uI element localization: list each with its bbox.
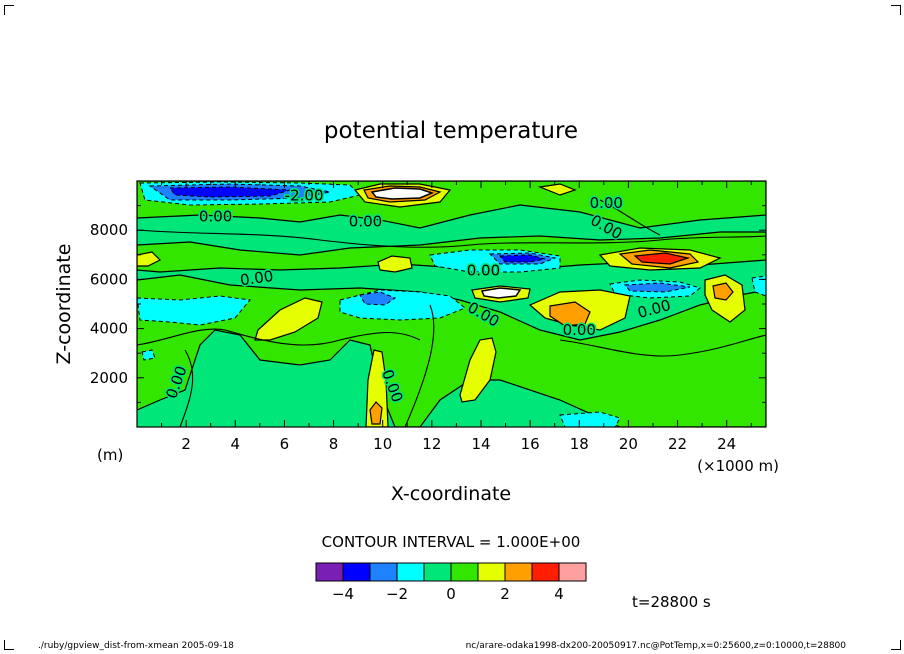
colorbar-tick-label: 0 [446, 585, 456, 603]
frame-corner-bottom-left [4, 640, 14, 650]
contour-region-pos-4 [633, 252, 691, 265]
frame-corner-top-right [891, 5, 901, 15]
contour-region-neg-1 [559, 411, 621, 427]
chart-title: potential temperature [324, 118, 578, 144]
contour-region-pos-1 [537, 183, 577, 196]
y-tick-label: 8000 [90, 221, 128, 239]
x-tick-label: 14 [471, 435, 490, 453]
colorbar-tick-label: −4 [332, 585, 354, 603]
x-tick-label: 12 [422, 435, 441, 453]
x-tick-label: 22 [668, 435, 687, 453]
time-label: t=28800 s [632, 593, 711, 611]
x-tick-label: 4 [231, 435, 241, 453]
y-axis-label: Z-coordinate [53, 244, 75, 365]
colorbar-swatch [531, 562, 560, 582]
contour-label-halo: 0.00 [349, 213, 382, 231]
contour-label-halo: 0.00 [563, 321, 596, 339]
contour-region-pos-1 [254, 297, 323, 341]
contour-interval-label: CONTOUR INTERVAL = 1.000E+00 [322, 533, 581, 551]
contour-line [404, 304, 435, 427]
x-axis-unit: (×1000 m) [697, 457, 779, 475]
footer-left-text: ./ruby/gpview_dist-from-xmean 2005-09-18 [38, 641, 234, 651]
contour-region-neg-1 [751, 275, 766, 297]
contour-region-neg-3 [359, 291, 397, 306]
contour-line [599, 199, 661, 236]
contour-line [137, 328, 421, 346]
colorbar-swatch [450, 562, 479, 582]
contour-label-halo: 0.00 [467, 262, 500, 280]
colorbar-swatch [477, 562, 506, 582]
frame-corner-top-left [4, 5, 14, 15]
contour-label: 0.00 [349, 213, 382, 231]
x-tick-label: 24 [717, 435, 736, 453]
contour-line [179, 349, 194, 427]
contour-label: 0.00 [199, 208, 232, 226]
contour-region-neg-4 [498, 254, 546, 263]
x-tick-label: 2 [181, 435, 191, 453]
colorbar-tick-label: 4 [554, 585, 564, 603]
contour-label: 0.00 [590, 194, 623, 212]
x-tick-label: 8 [329, 435, 339, 453]
contour-region-pos-1 [459, 337, 497, 403]
contour-region-pos-3 [369, 401, 383, 425]
contour-region-pos-1 [137, 251, 162, 267]
y-axis: 2000 4000 6000 8000 [90, 205, 766, 403]
contour-region-pos-5 [480, 287, 522, 299]
y-tick-label: 6000 [90, 270, 128, 288]
contour-region-pos-5 [370, 187, 435, 200]
colorbar-swatch [396, 562, 425, 582]
colorbar: −4 −2 0 2 4 [315, 562, 587, 603]
contour-region-neg-4 [169, 186, 291, 198]
contour-label: 0.00 [239, 267, 275, 289]
contour-region-pos-3 [549, 301, 591, 327]
y-tick-label: 2000 [90, 369, 128, 387]
contour-region-pos-3 [712, 282, 734, 301]
colorbar-tick-label: −2 [386, 585, 408, 603]
colorbar-tick-label: 2 [500, 585, 510, 603]
colorbar-swatch [558, 562, 587, 582]
contour-label: 0.00 [467, 262, 500, 280]
x-axis: 2 4 6 8 10 12 14 16 18 20 22 24 [161, 181, 752, 453]
contour-line [137, 229, 766, 248]
contour-label-halo: 0.00 [590, 194, 623, 212]
colorbar-swatch [504, 562, 533, 582]
contour-label-group: 0.000.000.000.000.000.000.000.000.000.00… [161, 185, 674, 406]
x-axis-label: X-coordinate [391, 483, 511, 505]
contour-region-neg-1 [137, 295, 251, 326]
contour-region-pos-1 [377, 255, 413, 273]
colorbar-swatch [423, 562, 452, 582]
colorbar-swatch [369, 562, 398, 582]
y-axis-unit: (m) [97, 446, 123, 464]
footer-right-text: nc/arare-odaka1998-dx200-20050917.nc@Pot… [465, 641, 846, 651]
x-tick-label: 10 [373, 435, 392, 453]
contour-label-halo: 0.00 [199, 208, 232, 226]
colorbar-swatch [315, 562, 344, 582]
x-tick-label: 16 [521, 435, 540, 453]
y-tick-label: 4000 [90, 320, 128, 338]
contour-label: -2.00 [285, 187, 324, 205]
contour-region-neg-3 [623, 282, 691, 293]
x-tick-label: 6 [280, 435, 290, 453]
x-tick-label: 20 [619, 435, 638, 453]
contour-label: 0.00 [563, 321, 596, 339]
colorbar-swatch [342, 562, 371, 582]
contour-label-halo: -2.00 [285, 187, 324, 205]
contour-line [559, 334, 766, 357]
x-tick-label: 18 [570, 435, 589, 453]
contour-region-neg-1 [141, 349, 156, 361]
frame-corner-bottom-right [891, 640, 901, 650]
